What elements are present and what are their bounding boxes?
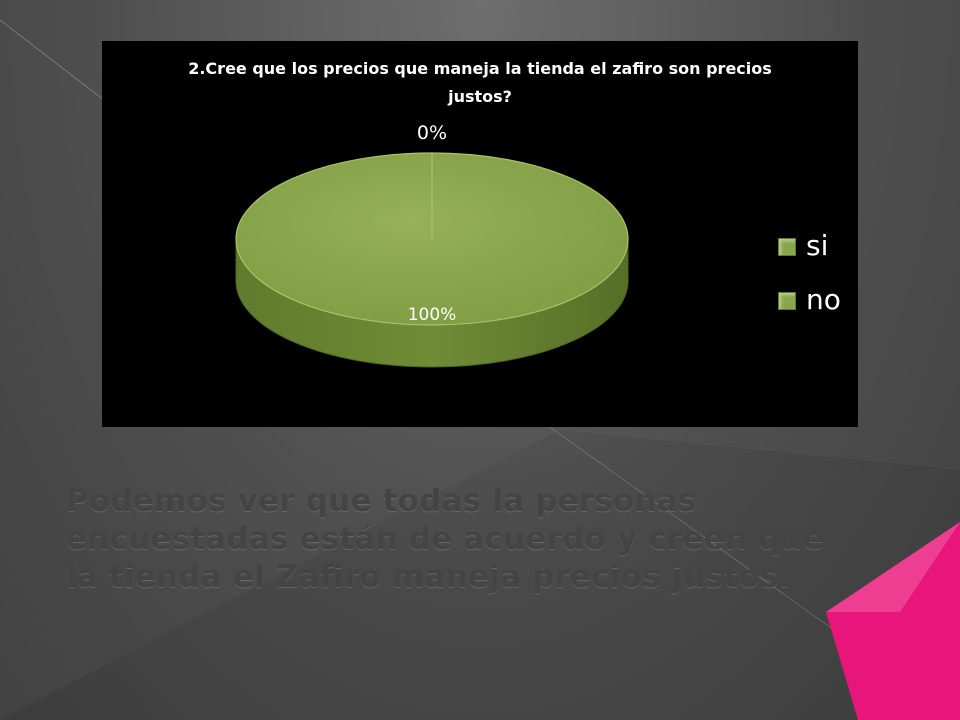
legend-swatch-no: [778, 292, 796, 310]
legend-swatch-si: [778, 238, 796, 256]
chart-panel: 2.Cree que los precios que maneja la tie…: [102, 41, 858, 427]
legend-label-si: si: [806, 229, 829, 262]
data-label-no: 0%: [417, 122, 447, 144]
pie-chart: 0% 100%: [235, 122, 629, 368]
chart-title: 2.Cree que los precios que maneja la tie…: [188, 59, 772, 106]
pie-slices-group: [235, 152, 629, 368]
summary-text: Podemos ver que todas la personas encues…: [66, 483, 825, 595]
accent-arrow-highlight: [826, 522, 960, 612]
data-label-si: 100%: [408, 305, 457, 325]
legend-label-no: no: [806, 283, 841, 316]
